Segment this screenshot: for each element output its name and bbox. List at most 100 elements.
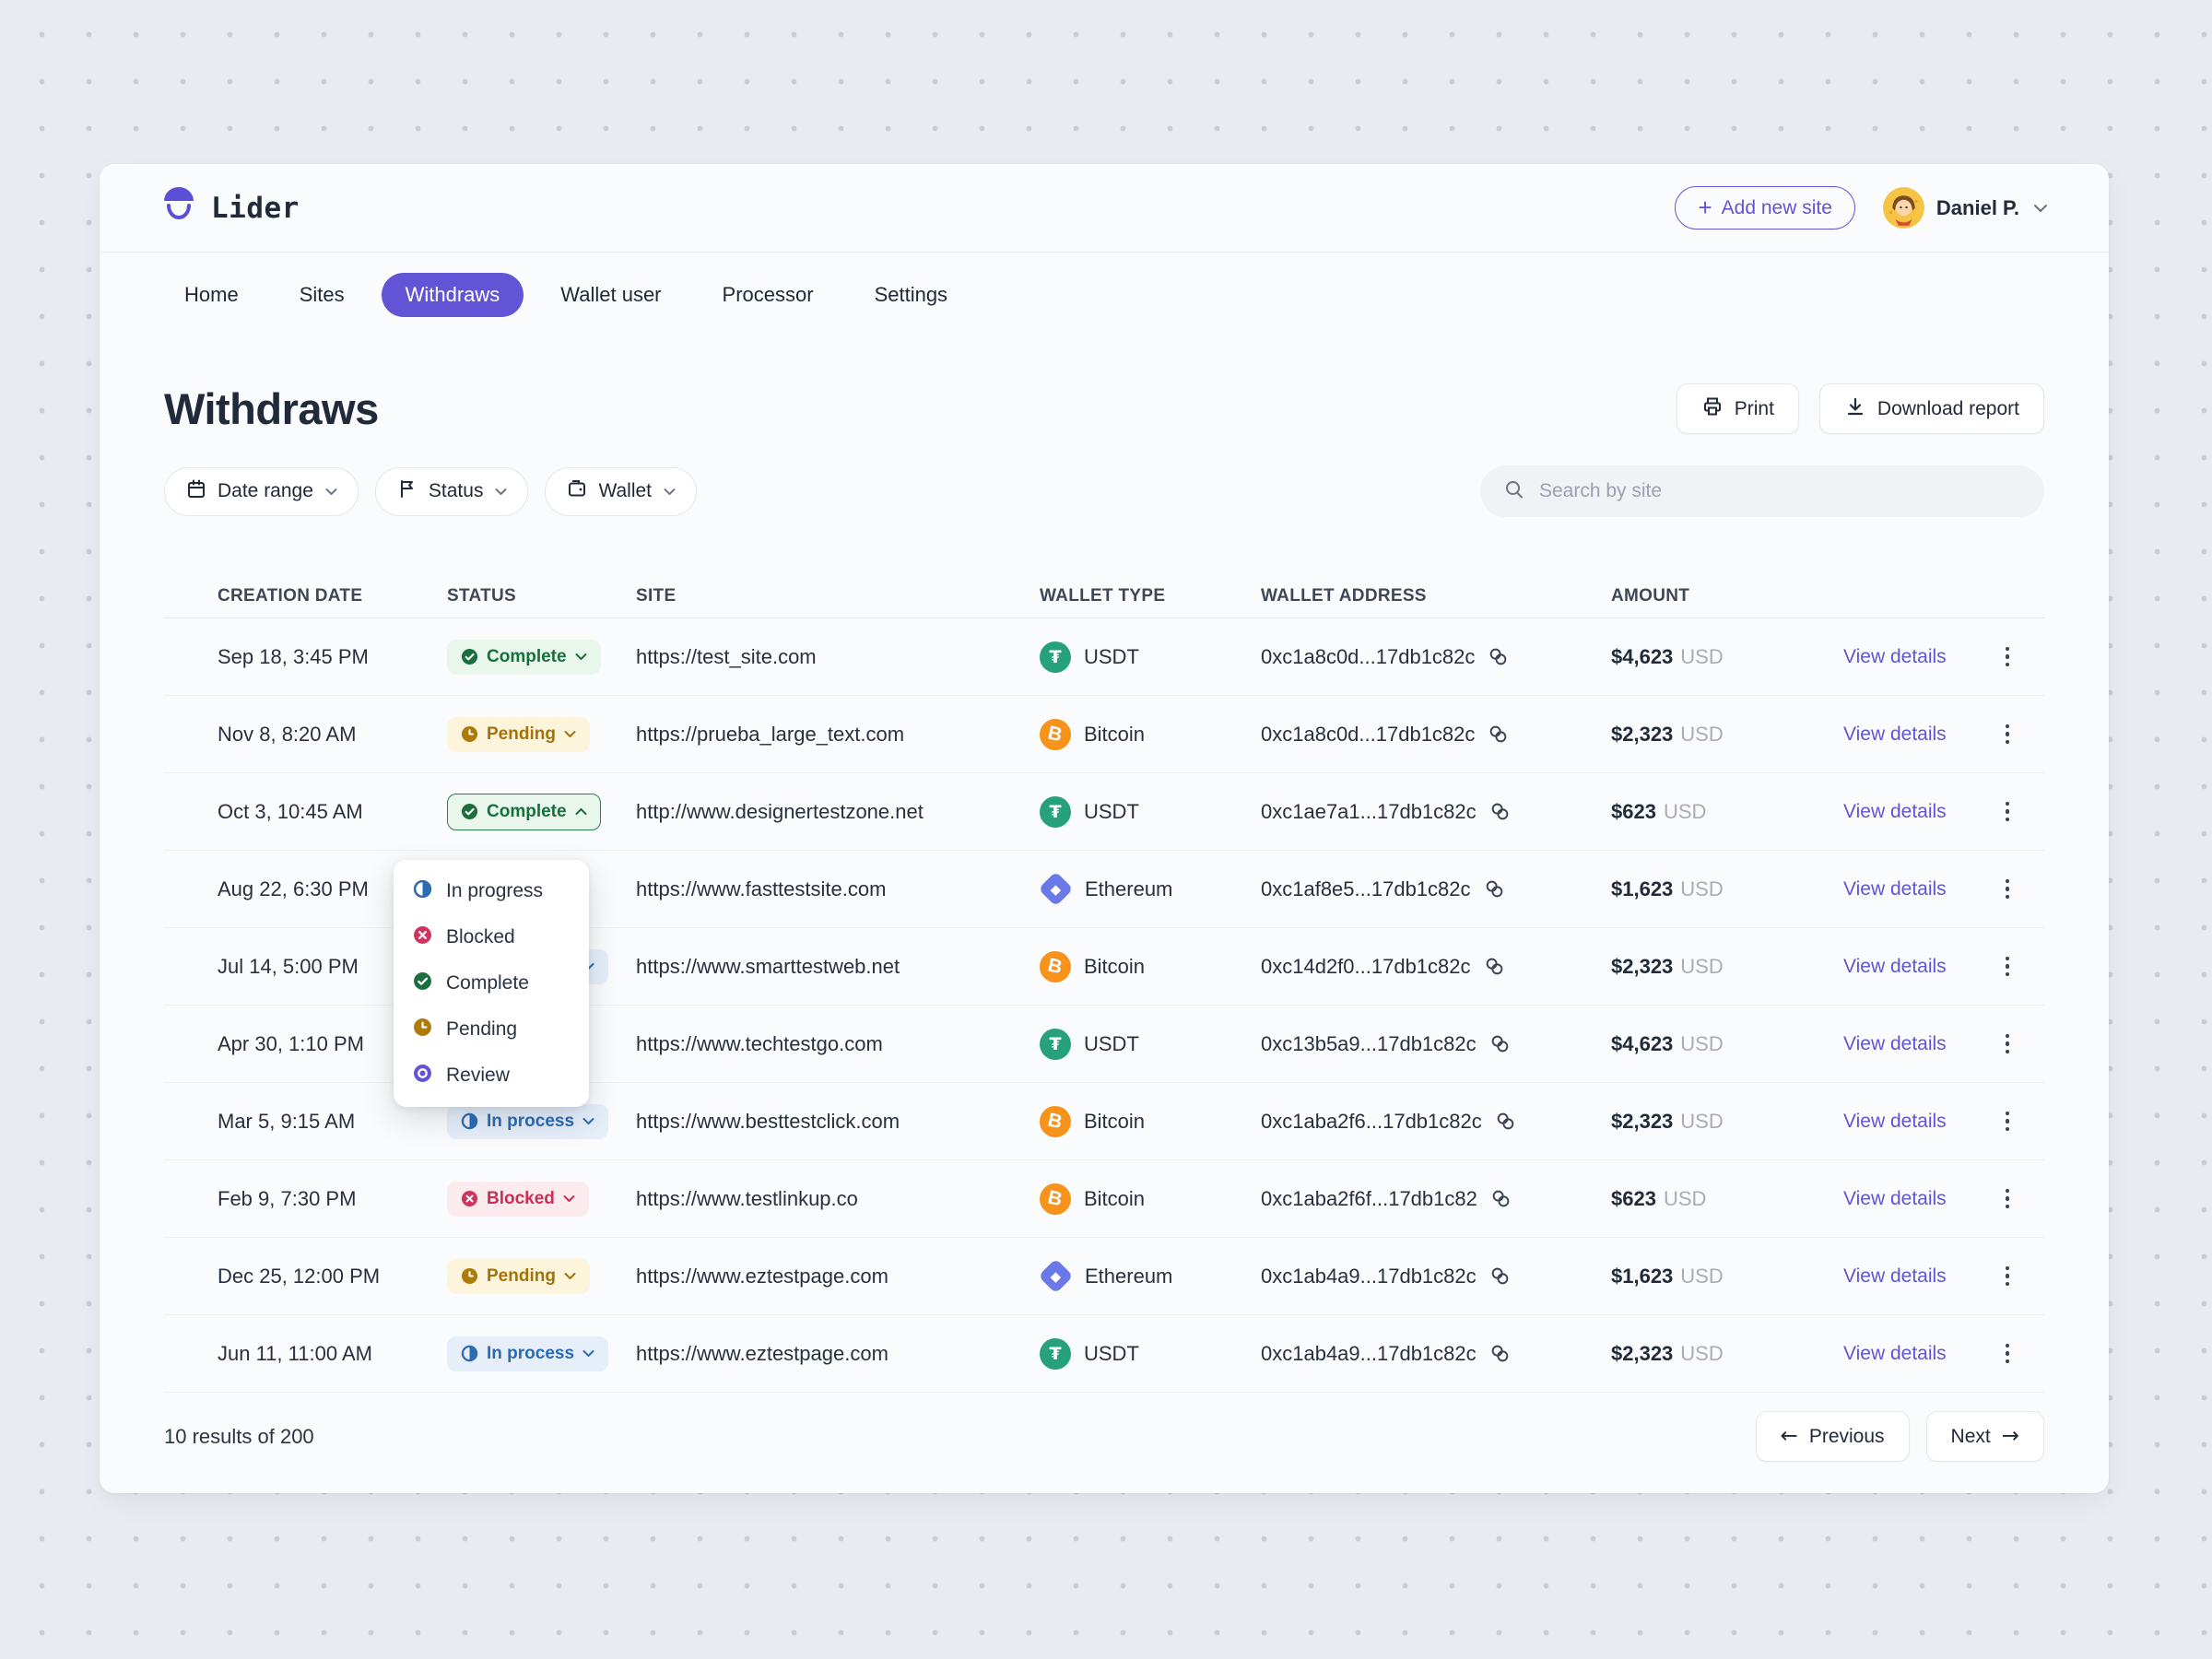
view-details-link[interactable]: View details [1843,1110,1947,1132]
creation-date-cell: Jul 14, 5:00 PM [218,954,359,978]
kebab-menu-button[interactable] [2000,1106,2016,1137]
filter-label: Status [428,480,484,501]
link-icon[interactable] [1488,646,1509,667]
chevron-down-icon [564,1272,576,1280]
previous-button[interactable]: ← Previous [1755,1411,1910,1462]
filter-status-button[interactable]: Status [374,466,529,516]
status-badge[interactable]: Pending [447,1258,590,1294]
amount-cell: $2,323 USD [1611,723,1843,747]
actions-cell: View details [1843,1261,2044,1292]
chevron-down-icon [664,488,676,496]
status-option-in-progress[interactable]: In progress [394,868,589,914]
ethereum-icon: ◆ [1038,871,1074,907]
wallet-type-label: USDT [1084,644,1139,668]
results-count: 10 results of 200 [164,1424,314,1448]
nav-tab-settings[interactable]: Settings [874,283,948,306]
user-menu[interactable]: Daniel P. [1882,187,2048,229]
status-badge[interactable]: Complete [447,793,601,830]
wallet-type-cell: B Bitcoin [1040,1105,1261,1137]
table-body: Sep 18, 3:45 PM Complete https://test_site… [164,618,2044,1393]
kebab-menu-button[interactable] [2000,951,2016,982]
kebab-menu-button[interactable] [2000,874,2016,905]
amount-currency: USD [1680,722,1724,746]
status-option-review[interactable]: Review [394,1053,589,1099]
kebab-menu-button[interactable] [2000,641,2016,673]
amount-cell: $2,323 USD [1611,1110,1843,1134]
link-icon[interactable] [1489,1033,1511,1054]
link-icon[interactable] [1489,801,1511,822]
amount-value: $2,323 [1611,722,1674,746]
status-label: Pending [487,724,556,744]
nav-tab-wallet-user[interactable]: Wallet user [560,283,662,306]
wallet-address: 0xc1ae7a1...17db1c82c [1261,799,1477,823]
kebab-menu-button[interactable] [2000,719,2016,750]
download-report-button[interactable]: Download report [1818,383,2044,434]
pending-icon [461,725,478,743]
filter-wallet-button[interactable]: Wallet [545,466,698,516]
amount-value: $1,623 [1611,877,1674,900]
actions-cell: View details [1843,874,2044,905]
view-details-link[interactable]: View details [1843,1265,1947,1287]
wallet-type-label: Ethereum [1085,877,1173,900]
kebab-menu-button[interactable] [2000,1261,2016,1292]
status-badge[interactable]: Complete [447,639,601,675]
view-details-link[interactable]: View details [1843,877,1947,900]
status-option-pending[interactable]: Pending [394,1006,589,1053]
nav-tab-sites[interactable]: Sites [299,283,345,306]
next-button[interactable]: Next → [1925,1411,2044,1462]
inprocess-icon [461,1345,478,1362]
withdraws-table: CREATION DATE STATUS SITE WALLET TYPE WALLET… [164,574,2044,1393]
view-details-link[interactable]: View details [1843,645,1947,667]
inprocess-icon [461,1112,478,1130]
link-icon[interactable] [1484,878,1505,900]
link-icon[interactable] [1484,956,1505,977]
link-icon[interactable] [1489,1265,1511,1287]
wallet-type-cell: ◆ Ethereum [1038,871,1261,907]
view-details-link[interactable]: View details [1843,955,1947,977]
search-input[interactable] [1539,480,2020,502]
chevron-up-icon [575,807,587,816]
nav-tab-processor[interactable]: Processor [722,283,814,306]
nav-tab-home[interactable]: Home [184,283,239,306]
status-option-blocked[interactable]: Blocked [394,914,589,960]
creation-date-cell: Sep 18, 3:45 PM [218,644,369,668]
chevron-down-icon [495,488,507,496]
chevron-down-icon [564,730,576,738]
add-new-site-button[interactable]: + Add new site [1675,186,1855,229]
amount-currency: USD [1663,799,1707,823]
brand-name: Lider [211,191,300,225]
user-name: Daniel P. [1936,195,2019,219]
view-details-link[interactable]: View details [1843,1187,1947,1209]
print-button[interactable]: Print [1676,383,1799,434]
link-icon[interactable] [1488,724,1509,745]
table-row: Nov 8, 8:20 AM Pending https://prueba_larg… [164,696,2044,773]
status-option-complete[interactable]: Complete [394,960,589,1006]
status-badge[interactable]: In process [447,1103,609,1139]
view-details-link[interactable]: View details [1843,1342,1947,1364]
amount-value: $4,623 [1611,644,1674,668]
calendar-icon [185,477,207,505]
nav-tab-withdraws[interactable]: Withdraws [381,273,524,317]
arrow-left-icon: ← [1780,1424,1798,1448]
filter-date-range-button[interactable]: Date range [164,466,359,516]
view-details-link[interactable]: View details [1843,800,1947,822]
kebab-menu-button[interactable] [2000,796,2016,828]
status-badge[interactable]: In process [447,1335,609,1371]
status-label: In process [487,1343,575,1363]
link-icon[interactable] [1489,1343,1511,1364]
link-icon[interactable] [1490,1188,1512,1209]
brand: Lider [160,185,300,230]
wallet-address: 0xc1a8c0d...17db1c82c [1261,722,1476,746]
link-icon[interactable] [1495,1111,1516,1132]
view-details-link[interactable]: View details [1843,1032,1947,1054]
status-badge[interactable]: Pending [447,716,590,752]
view-details-link[interactable]: View details [1843,723,1947,745]
amount-value: $1,623 [1611,1264,1674,1288]
filter-bar: Date range Status Wallet [164,466,698,516]
kebab-menu-button[interactable] [2000,1183,2016,1215]
kebab-menu-button[interactable] [2000,1029,2016,1060]
table-row: Jun 11, 11:00 AM In process https://www.ez… [164,1315,2044,1393]
status-badge[interactable]: Blocked [447,1181,589,1217]
bitcoin-icon: B [1040,950,1071,982]
kebab-menu-button[interactable] [2000,1338,2016,1370]
